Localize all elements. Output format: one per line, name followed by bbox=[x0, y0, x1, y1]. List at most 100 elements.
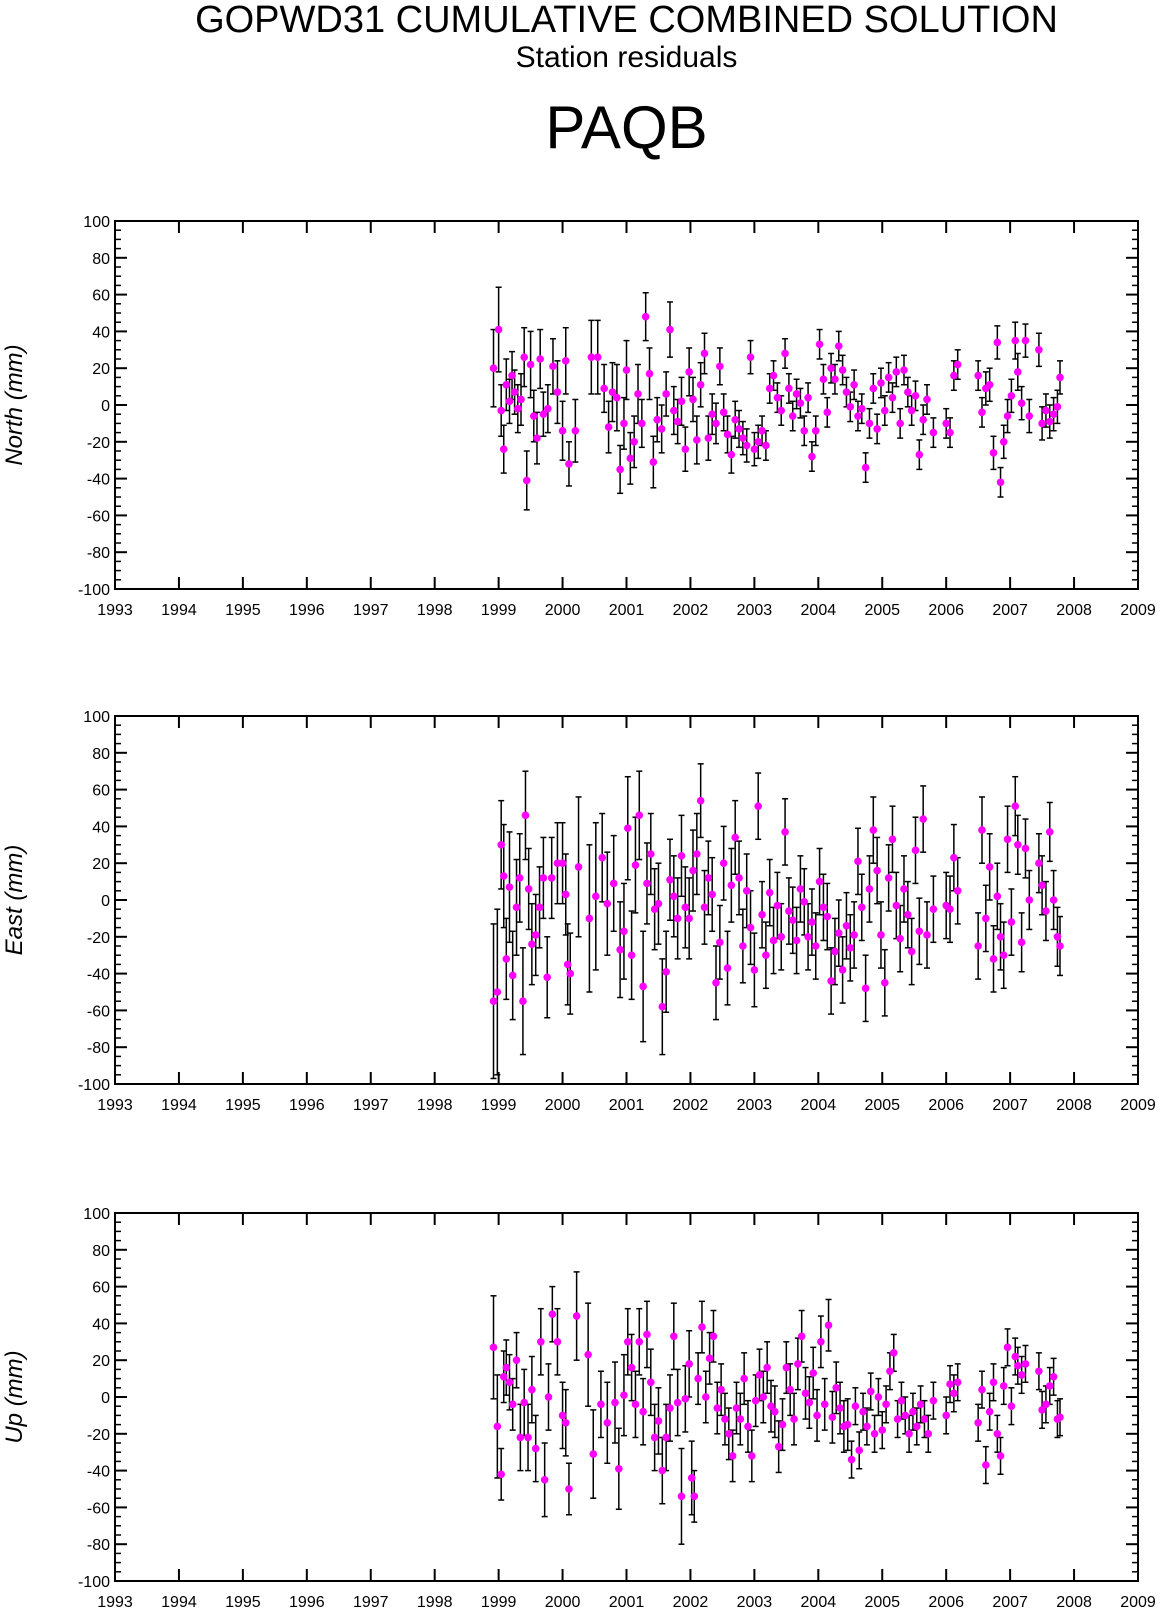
data-point bbox=[502, 955, 511, 963]
data-point bbox=[696, 796, 705, 805]
data-point bbox=[804, 393, 812, 402]
data-point bbox=[558, 1411, 567, 1420]
data-point bbox=[797, 1332, 806, 1341]
data-point bbox=[1045, 1382, 1054, 1390]
x-tick-label: 1996 bbox=[289, 602, 325, 619]
data-point bbox=[754, 438, 763, 446]
data-point bbox=[539, 410, 548, 419]
x-tick-label: 1993 bbox=[97, 602, 133, 619]
data-point bbox=[681, 1395, 690, 1403]
data-point bbox=[654, 899, 663, 908]
data-point bbox=[613, 393, 621, 402]
data-point bbox=[687, 1474, 696, 1482]
data-point bbox=[1025, 896, 1034, 904]
data-point bbox=[817, 1338, 825, 1346]
data-point bbox=[942, 1411, 950, 1420]
data-point bbox=[819, 903, 828, 912]
data-point bbox=[681, 445, 690, 453]
x-tick-label: 1997 bbox=[353, 1097, 389, 1114]
data-point bbox=[497, 841, 505, 849]
data-point bbox=[993, 338, 1002, 347]
data-point bbox=[536, 355, 544, 363]
data-point bbox=[533, 434, 541, 442]
data-point bbox=[561, 357, 570, 365]
x-tick-label: 2002 bbox=[673, 1594, 709, 1611]
y-tick-label: 0 bbox=[101, 893, 110, 910]
data-point bbox=[838, 366, 847, 374]
data-point bbox=[896, 419, 904, 428]
data-point bbox=[505, 883, 514, 891]
data-point bbox=[489, 1343, 498, 1352]
data-point bbox=[723, 430, 732, 439]
x-tick-label: 2004 bbox=[801, 602, 837, 619]
data-point bbox=[620, 419, 628, 428]
x-tick-label: 1996 bbox=[289, 1594, 325, 1611]
data-point bbox=[677, 397, 686, 406]
data-point bbox=[811, 942, 820, 950]
data-point bbox=[638, 419, 646, 428]
data-point bbox=[631, 1400, 640, 1409]
data-point bbox=[516, 1433, 525, 1442]
data-point bbox=[982, 1461, 990, 1469]
data-point bbox=[889, 1349, 898, 1357]
data-point bbox=[813, 1411, 821, 1420]
data-point bbox=[727, 881, 736, 890]
data-point bbox=[512, 1356, 521, 1364]
data-point bbox=[603, 899, 612, 908]
data-point bbox=[999, 951, 1008, 959]
data-point bbox=[589, 1450, 598, 1458]
data-point bbox=[1045, 828, 1054, 836]
x-tick-label: 2002 bbox=[673, 1097, 709, 1114]
x-tick-label: 1993 bbox=[97, 1097, 133, 1114]
data-point bbox=[823, 912, 832, 921]
data-point bbox=[739, 434, 747, 442]
y-tick-label: -80 bbox=[87, 1537, 110, 1554]
y-tick-label: -40 bbox=[87, 1464, 110, 1481]
data-point bbox=[670, 406, 678, 415]
data-point bbox=[649, 458, 658, 466]
x-tick-label: 2009 bbox=[1120, 1097, 1156, 1114]
data-point bbox=[796, 399, 805, 407]
data-point bbox=[721, 1415, 729, 1423]
data-point bbox=[919, 415, 927, 424]
y-tick-label: -20 bbox=[87, 1427, 110, 1444]
data-point bbox=[1053, 403, 1062, 411]
x-tick-label: 2004 bbox=[801, 1594, 837, 1611]
data-point bbox=[654, 1417, 663, 1425]
data-point bbox=[549, 362, 557, 371]
data-point bbox=[985, 1407, 994, 1416]
data-point bbox=[846, 403, 855, 411]
data-point bbox=[907, 406, 916, 415]
data-point bbox=[620, 927, 628, 936]
data-point bbox=[786, 1385, 794, 1394]
data-point bbox=[870, 1430, 879, 1438]
data-point bbox=[650, 905, 659, 913]
data-point bbox=[1017, 399, 1026, 407]
data-point bbox=[901, 1411, 910, 1420]
data-point bbox=[526, 360, 535, 369]
data-point bbox=[519, 997, 527, 1005]
data-point bbox=[713, 1404, 722, 1412]
station-name: PAQB bbox=[545, 94, 708, 161]
data-point bbox=[978, 1385, 986, 1394]
data-point bbox=[978, 408, 986, 417]
data-point bbox=[819, 375, 828, 384]
data-point bbox=[834, 929, 843, 937]
x-tick-label: 2008 bbox=[1056, 602, 1092, 619]
data-point bbox=[585, 914, 594, 923]
data-point bbox=[874, 1393, 883, 1401]
data-point bbox=[823, 408, 832, 417]
y-tick-label: 20 bbox=[92, 1353, 110, 1370]
data-point bbox=[717, 1385, 725, 1394]
data-point bbox=[912, 1422, 921, 1431]
data-point bbox=[893, 1415, 902, 1423]
y-tick-label: -80 bbox=[87, 545, 110, 562]
data-point bbox=[758, 426, 766, 435]
data-point bbox=[831, 375, 839, 384]
data-point bbox=[796, 885, 805, 893]
data-point bbox=[750, 445, 759, 453]
data-point bbox=[561, 1418, 570, 1427]
x-tick-label: 2009 bbox=[1120, 602, 1156, 619]
data-point bbox=[565, 1485, 573, 1493]
data-point bbox=[771, 1407, 779, 1416]
